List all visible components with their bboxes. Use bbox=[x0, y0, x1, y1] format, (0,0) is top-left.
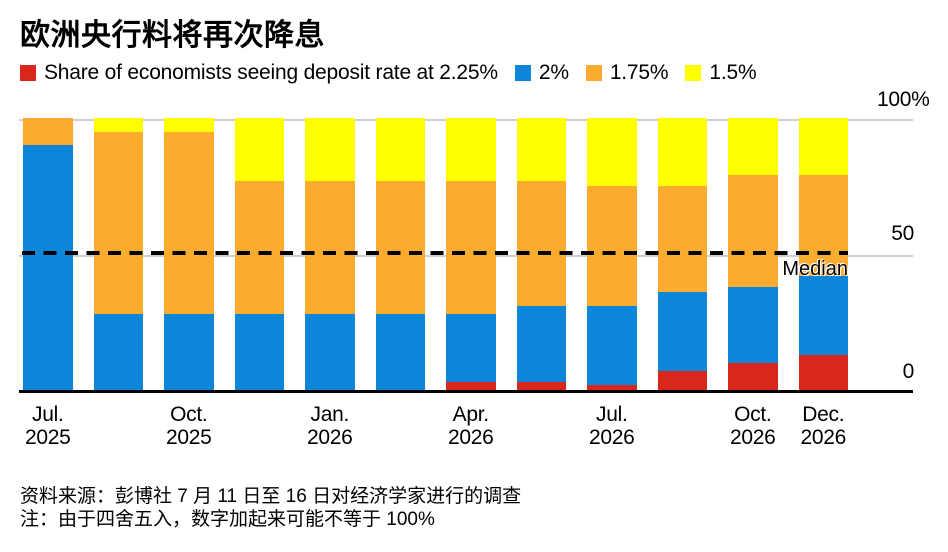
x-axis-tick-Oct-2025: Oct. 2025 bbox=[141, 403, 237, 449]
legend-item-1.75-: 1.75% bbox=[585, 61, 669, 85]
bar-segment-rate-1.75% bbox=[446, 180, 496, 315]
median-label: Median bbox=[782, 258, 848, 280]
x-axis-tick-Jul-2026: Jul. 2026 bbox=[564, 403, 660, 449]
bar-segment-rate-1.5% bbox=[798, 118, 848, 176]
legend-label: 2% bbox=[538, 61, 569, 84]
legend-item-2-: 2% bbox=[514, 61, 569, 85]
bar-segment-rate-1.5% bbox=[164, 118, 214, 132]
bar-segment-rate-2% bbox=[305, 314, 355, 391]
y-axis-tick-50: 50 bbox=[891, 222, 914, 245]
legend-label: 1.75% bbox=[609, 61, 669, 84]
source-note: 资料来源：彭博社 7 月 11 日至 16 日对经济学家进行的调查 bbox=[20, 486, 522, 507]
x-tick-month: Apr. bbox=[452, 403, 489, 426]
bar-segment-rate-1.5% bbox=[728, 118, 778, 176]
x-tick-year: 2026 bbox=[800, 426, 847, 449]
bar-segment-rate-2.25% bbox=[516, 382, 566, 391]
stacked-bar-3 bbox=[164, 118, 214, 391]
bar-segment-rate-1.75% bbox=[93, 131, 143, 315]
x-axis-tick-Apr-2026: Apr. 2026 bbox=[423, 403, 519, 449]
stacked-bar-2 bbox=[93, 118, 143, 391]
bar-segment-rate-2% bbox=[728, 286, 778, 364]
x-tick-month: Jan. bbox=[310, 403, 350, 426]
x-tick-year: 2026 bbox=[447, 426, 494, 449]
stacked-bar-6 bbox=[375, 118, 425, 391]
stacked-bar-4 bbox=[234, 118, 284, 391]
bar-segment-rate-1.5% bbox=[375, 118, 425, 181]
x-tick-year: 2026 bbox=[729, 426, 776, 449]
bar-segment-rate-1.5% bbox=[516, 118, 566, 181]
x-axis-line bbox=[19, 390, 913, 393]
bar-segment-rate-2% bbox=[234, 314, 284, 391]
legend-swatch-icon bbox=[514, 65, 531, 81]
x-tick-year: 2025 bbox=[165, 426, 212, 449]
bar-segment-rate-2% bbox=[798, 275, 848, 355]
y-axis-tick-0: 0 bbox=[902, 360, 915, 383]
stacked-bar-5 bbox=[305, 118, 355, 391]
bar-segment-rate-2.25% bbox=[587, 384, 637, 391]
bar-segment-rate-1.5% bbox=[234, 118, 284, 181]
bar-segment-rate-2% bbox=[375, 314, 425, 391]
bar-segment-rate-1.75% bbox=[375, 180, 425, 315]
bar-segment-rate-1.75% bbox=[587, 186, 637, 306]
x-tick-year: 2025 bbox=[24, 426, 71, 449]
legend-swatch-icon bbox=[685, 65, 702, 81]
bar-segment-rate-2% bbox=[164, 314, 214, 391]
x-tick-month: Oct. bbox=[170, 403, 208, 426]
bar-segment-rate-1.75% bbox=[23, 118, 73, 146]
bar-segment-rate-1.5% bbox=[446, 118, 496, 181]
bar-segment-rate-1.75% bbox=[305, 180, 355, 315]
bar-segment-rate-1.5% bbox=[587, 118, 637, 187]
x-axis-tick-Jan-2026: Jan. 2026 bbox=[282, 403, 378, 449]
stacked-bar-11 bbox=[728, 118, 778, 391]
stacked-bar-10 bbox=[657, 118, 707, 391]
stacked-bar-12 bbox=[798, 118, 848, 391]
legend-swatch-icon bbox=[585, 65, 602, 81]
bar-segment-rate-1.5% bbox=[305, 118, 355, 181]
x-tick-month: Jul. bbox=[596, 403, 628, 426]
bar-segment-rate-1.5% bbox=[93, 118, 143, 132]
bar-segment-rate-1.75% bbox=[164, 131, 214, 315]
bar-segment-rate-2.25% bbox=[728, 363, 778, 391]
median-dashed-line bbox=[22, 251, 848, 255]
bar-segment-rate-1.75% bbox=[234, 180, 284, 315]
legend-item-share-of-economists-seeing-deposit-rate-at-2.25-: Share of economists seeing deposit rate … bbox=[20, 61, 498, 85]
x-axis-tick-Oct-2026: Oct. 2026 bbox=[705, 403, 801, 449]
bar-segment-rate-1.75% bbox=[516, 180, 566, 306]
bar-segment-rate-1.75% bbox=[728, 175, 778, 287]
x-tick-month: Oct. bbox=[734, 403, 772, 426]
rounding-note: 注：由于四舍五入，数字加起来可能不等于 100% bbox=[20, 509, 435, 530]
legend-item-1.5-: 1.5% bbox=[685, 61, 757, 85]
x-tick-year: 2026 bbox=[588, 426, 635, 449]
legend: Share of economists seeing deposit rate … bbox=[20, 61, 773, 85]
bar-segment-rate-2% bbox=[23, 145, 73, 391]
bar-segment-rate-1.5% bbox=[657, 118, 707, 187]
bar-segment-rate-1.75% bbox=[657, 186, 707, 293]
stacked-bar-8 bbox=[516, 118, 566, 391]
stacked-bar-7 bbox=[446, 118, 496, 391]
bar-segment-rate-2% bbox=[516, 305, 566, 383]
bar-segment-rate-2% bbox=[93, 314, 143, 391]
y-axis-tick-100: 100% bbox=[877, 88, 930, 111]
stacked-bar-9 bbox=[587, 118, 637, 391]
stacked-bar-1 bbox=[23, 118, 73, 391]
bar-segment-rate-1.75% bbox=[798, 175, 848, 276]
x-axis-tick-Dec-2026: Dec. 2026 bbox=[775, 403, 871, 449]
bar-segment-rate-2.25% bbox=[657, 371, 707, 391]
page-title: 欧洲央行料将再次降息 bbox=[20, 19, 325, 52]
bar-segment-rate-2.25% bbox=[798, 354, 848, 391]
bar-segment-rate-2% bbox=[587, 305, 637, 385]
legend-label: Share of economists seeing deposit rate … bbox=[44, 61, 498, 84]
x-axis-tick-Jul-2025: Jul. 2025 bbox=[0, 403, 96, 449]
x-tick-month: Dec. bbox=[802, 403, 845, 426]
legend-swatch-icon bbox=[20, 65, 36, 81]
bar-segment-rate-2% bbox=[657, 292, 707, 372]
x-tick-month: Jul. bbox=[32, 403, 64, 426]
x-tick-year: 2026 bbox=[306, 426, 353, 449]
footer: 资料来源：彭博社 7 月 11 日至 16 日对经济学家进行的调查 注：由于四舍… bbox=[20, 485, 521, 531]
bar-segment-rate-2.25% bbox=[446, 382, 496, 391]
bar-segment-rate-2% bbox=[446, 314, 496, 383]
legend-label: 1.5% bbox=[709, 61, 757, 84]
